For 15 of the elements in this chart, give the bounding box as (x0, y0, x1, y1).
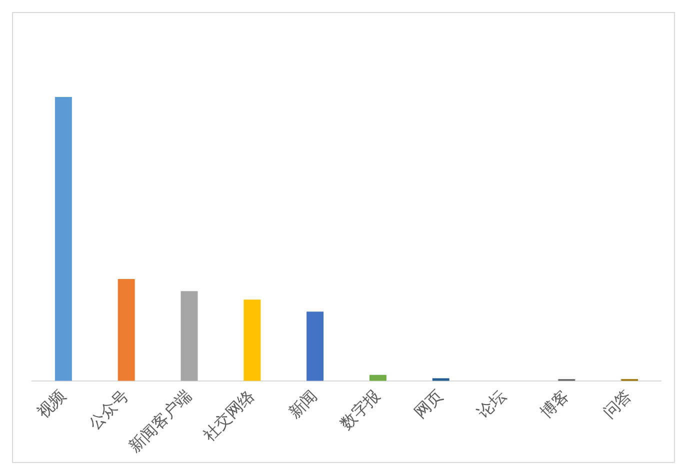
bar (180, 291, 198, 381)
x-tick-label: 问答 (600, 386, 636, 422)
x-tick-label: 网页 (412, 387, 447, 422)
bar (118, 278, 135, 381)
bar (244, 300, 261, 381)
x-tick-label: 博客 (537, 386, 572, 422)
bar (54, 97, 72, 381)
x-tick-label: 视频 (34, 386, 70, 422)
bar (369, 374, 386, 381)
x-tick-label: 新闻 (285, 386, 321, 422)
x-tick-label: 论坛 (474, 387, 510, 422)
x-tick-label: 数字报 (337, 386, 384, 434)
x-tick-label: 公众号 (86, 387, 132, 434)
bar (306, 312, 324, 381)
x-tick-label: 社交网络 (200, 386, 258, 445)
